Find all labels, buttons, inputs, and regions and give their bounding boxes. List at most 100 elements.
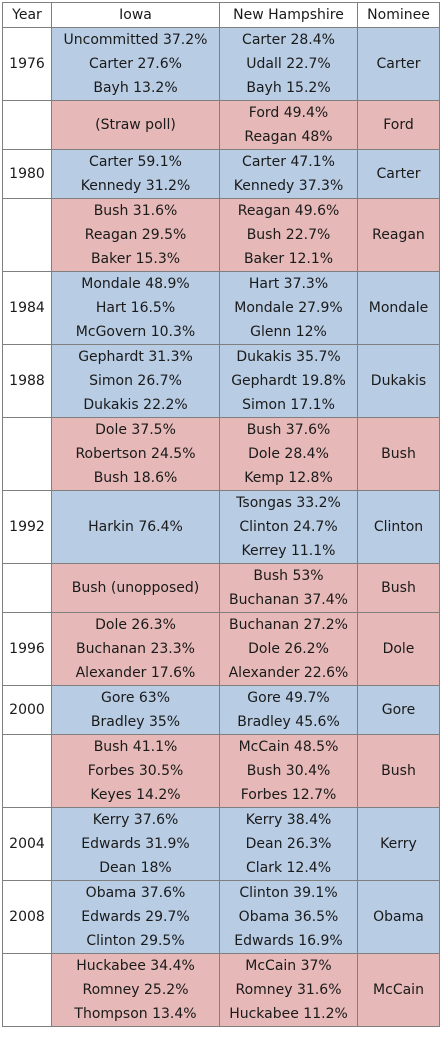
- table-row: 1976 Uncommitted 37.2% Carter 27.6% Bayh 13…: [2, 27, 440, 101]
- year-cell: 1984: [2, 271, 52, 345]
- nh-result: Reagan 48%: [244, 129, 333, 145]
- nh-result: Forbes 12.7%: [240, 787, 337, 803]
- year-cell: [2, 563, 52, 613]
- nh-result: Kerry 38.4%: [245, 812, 332, 828]
- header-nominee: Nominee: [357, 2, 440, 28]
- nh-result: Clinton 39.1%: [239, 885, 338, 901]
- nh-results-cell: Carter 47.1% Kennedy 37.3%: [219, 149, 358, 199]
- iowa-result: Bush 18.6%: [93, 470, 178, 486]
- year-cell: [2, 417, 52, 491]
- iowa-result: Bayh 13.2%: [93, 80, 178, 96]
- nh-result: Huckabee 11.2%: [229, 1006, 348, 1022]
- table-row: (Straw poll) Ford 49.4% Reagan 48% Ford: [2, 100, 440, 150]
- year-cell: [2, 953, 52, 1027]
- nh-result: Bush 53%: [253, 568, 324, 584]
- table-row: 1984 Mondale 48.9% Hart 16.5% McGovern 10.3…: [2, 271, 440, 345]
- table-row: 1988 Gephardt 31.3% Simon 26.7% Dukakis 22.…: [2, 344, 440, 418]
- nominee-cell: Reagan: [357, 198, 440, 272]
- nh-result: McCain 37%: [245, 958, 332, 974]
- table-row: Dole 37.5% Robertson 24.5% Bush 18.6% Bush …: [2, 417, 440, 491]
- nh-results-cell: Tsongas 33.2% Clinton 24.7% Kerrey 11.1%: [219, 490, 358, 564]
- nh-result: Clark 12.4%: [245, 860, 332, 876]
- iowa-results-cell: Uncommitted 37.2% Carter 27.6% Bayh 13.2%: [51, 27, 220, 101]
- nh-results-cell: Hart 37.3% Mondale 27.9% Glenn 12%: [219, 271, 358, 345]
- iowa-result: Kerry 37.6%: [92, 812, 179, 828]
- table-row: 2008 Obama 37.6% Edwards 29.7% Clinton 29.5…: [2, 880, 440, 954]
- nh-result: Kemp 12.8%: [244, 470, 333, 486]
- year-cell: 1976: [2, 27, 52, 101]
- nominee-cell: McCain: [357, 953, 440, 1027]
- header-year: Year: [2, 2, 52, 28]
- iowa-result: Reagan 29.5%: [84, 227, 187, 243]
- iowa-result: Keyes 14.2%: [90, 787, 181, 803]
- table-row: 1992 Harkin 76.4% Tsongas 33.2% Clinton 24.…: [2, 490, 440, 564]
- iowa-result: Buchanan 23.3%: [76, 641, 195, 657]
- iowa-result: Clinton 29.5%: [86, 933, 185, 949]
- iowa-result: Dole 26.3%: [95, 617, 176, 633]
- nominee-cell: Bush: [357, 734, 440, 808]
- nominee-cell: Ford: [357, 100, 440, 150]
- iowa-result: Obama 37.6%: [85, 885, 186, 901]
- nh-results-cell: Dukakis 35.7% Gephardt 19.8% Simon 17.1%: [219, 344, 358, 418]
- iowa-result: Bush 41.1%: [93, 739, 178, 755]
- nh-result: Carter 28.4%: [242, 32, 335, 48]
- nh-result: Bush 37.6%: [246, 422, 331, 438]
- iowa-result: Dukakis 22.2%: [83, 397, 188, 413]
- nh-result: Romney 31.6%: [235, 982, 342, 998]
- iowa-result: Dole 37.5%: [95, 422, 176, 438]
- iowa-result: Uncommitted 37.2%: [63, 32, 208, 48]
- nh-results-cell: Buchanan 27.2% Dole 26.2% Alexander 22.6%: [219, 612, 358, 686]
- iowa-result: Bush 31.6%: [93, 203, 178, 219]
- nh-result: Reagan 49.6%: [237, 203, 340, 219]
- iowa-results-cell: Harkin 76.4%: [51, 490, 220, 564]
- iowa-result: Kennedy 31.2%: [80, 178, 191, 194]
- nh-result: Baker 12.1%: [243, 251, 334, 267]
- iowa-results-cell: (Straw poll): [51, 100, 220, 150]
- nh-result: Carter 47.1%: [242, 154, 335, 170]
- iowa-result: Romney 25.2%: [82, 982, 189, 998]
- year-cell: [2, 198, 52, 272]
- iowa-results-cell: Bush 31.6% Reagan 29.5% Baker 15.3%: [51, 198, 220, 272]
- nh-result: Dole 28.4%: [248, 446, 329, 462]
- nh-results-cell: McCain 37% Romney 31.6% Huckabee 11.2%: [219, 953, 358, 1027]
- nh-result: Ford 49.4%: [248, 105, 329, 121]
- nh-result: Udall 22.7%: [246, 56, 331, 72]
- year-cell: [2, 100, 52, 150]
- year-cell: [2, 734, 52, 808]
- iowa-result: Carter 59.1%: [89, 154, 182, 170]
- primary-results-table: Year Iowa New Hampshire Nominee 1976 Unco…: [2, 2, 440, 1027]
- nominee-cell: Mondale: [357, 271, 440, 345]
- nh-result: Dean 26.3%: [245, 836, 332, 852]
- nh-result: Hart 37.3%: [248, 276, 329, 292]
- nh-result: Edwards 16.9%: [234, 933, 343, 949]
- nominee-cell: Obama: [357, 880, 440, 954]
- table-row: 2000 Gore 63% Bradley 35% Gore 49.7% Bradley…: [2, 685, 440, 735]
- iowa-result: Baker 15.3%: [90, 251, 181, 267]
- iowa-result: Bradley 35%: [90, 714, 181, 730]
- nh-result: Dukakis 35.7%: [236, 349, 341, 365]
- header-new-hampshire: New Hampshire: [219, 2, 358, 28]
- nh-result: Gore 49.7%: [247, 690, 330, 706]
- year-cell: 2008: [2, 880, 52, 954]
- nh-result: Bayh 15.2%: [246, 80, 331, 96]
- iowa-results-cell: Obama 37.6% Edwards 29.7% Clinton 29.5%: [51, 880, 220, 954]
- nominee-cell: Bush: [357, 563, 440, 613]
- nh-results-cell: Reagan 49.6% Bush 22.7% Baker 12.1%: [219, 198, 358, 272]
- iowa-result: Gore 63%: [100, 690, 171, 706]
- nh-result: Clinton 24.7%: [239, 519, 338, 535]
- nominee-cell: Carter: [357, 149, 440, 199]
- table-row: Huckabee 34.4% Romney 25.2% Thompson 13.4%…: [2, 953, 440, 1027]
- table-row: Bush (unopposed) Bush 53% Buchanan 37.4% Bu…: [2, 563, 440, 613]
- iowa-result: (Straw poll): [95, 117, 176, 133]
- nh-result: Bush 22.7%: [246, 227, 331, 243]
- iowa-result: Bush (unopposed): [71, 580, 200, 596]
- iowa-result: Gephardt 31.3%: [78, 349, 193, 365]
- nh-results-cell: Bush 53% Buchanan 37.4%: [219, 563, 358, 613]
- iowa-result: Alexander 17.6%: [75, 665, 196, 681]
- iowa-result: Edwards 29.7%: [81, 909, 190, 925]
- iowa-results-cell: Mondale 48.9% Hart 16.5% McGovern 10.3%: [51, 271, 220, 345]
- nh-result: Kennedy 37.3%: [233, 178, 344, 194]
- table-row: 2004 Kerry 37.6% Edwards 31.9% Dean 18% Kerr…: [2, 807, 440, 881]
- iowa-result: Huckabee 34.4%: [76, 958, 195, 974]
- iowa-result: Harkin 76.4%: [88, 519, 183, 535]
